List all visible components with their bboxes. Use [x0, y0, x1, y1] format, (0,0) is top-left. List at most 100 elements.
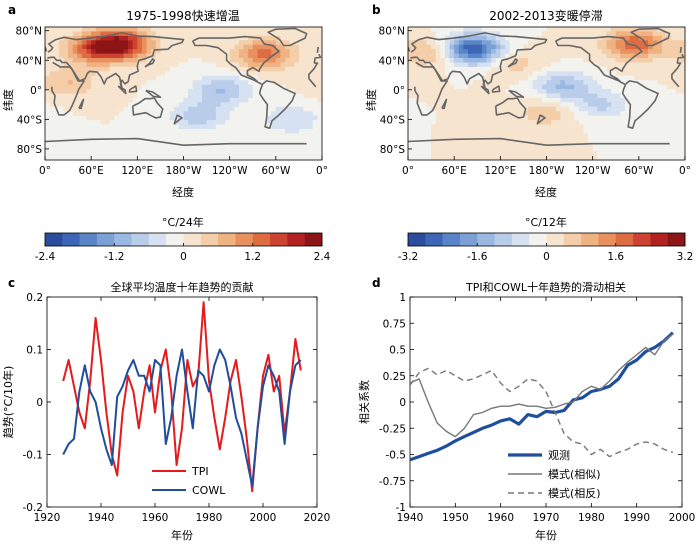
heatmap-cell: [160, 44, 166, 50]
heatmap-cell: [657, 102, 663, 108]
heatmap-cell: [220, 71, 226, 77]
heatmap-cell: [588, 137, 594, 143]
heatmap-cell: [58, 151, 65, 157]
heatmap-cell: [91, 142, 97, 148]
heatmap-cell: [421, 93, 428, 99]
chart-c-title: 全球平均温度十年趋势的贡献: [111, 280, 254, 294]
heatmap-cell: [468, 66, 474, 72]
heatmap-cell: [128, 62, 134, 68]
heatmap-cell: [243, 128, 249, 134]
heatmap-cell: [109, 84, 115, 90]
heatmap-cell: [100, 66, 106, 72]
heatmap-cell: [537, 49, 543, 55]
heatmap-cell: [280, 142, 286, 148]
heatmap-cell: [661, 120, 668, 126]
heatmap-cell: [560, 155, 566, 160]
heatmap-cell: [132, 44, 138, 50]
heatmap-cell: [248, 115, 254, 121]
heatmap-cell: [109, 115, 115, 121]
heatmap-cell: [206, 53, 212, 59]
heatmap-cell: [252, 111, 258, 117]
heatmap-cell: [500, 97, 506, 103]
heatmap-cell: [123, 102, 129, 108]
heatmap-cell: [294, 44, 300, 50]
heatmap-cell: [118, 53, 125, 59]
heatmap-cell: [266, 106, 272, 112]
heatmap-cell: [58, 44, 65, 50]
heatmap-cell: [146, 44, 152, 50]
heatmap-cell: [486, 106, 492, 112]
heatmap-cell: [68, 62, 74, 68]
heatmap-cell: [491, 97, 497, 103]
heatmap-cell: [151, 71, 157, 77]
heatmap-cell: [238, 106, 245, 112]
heatmap-cell: [77, 151, 83, 157]
heatmap-cell: [435, 128, 441, 134]
heatmap-cell: [435, 115, 441, 121]
heatmap-cell: [81, 31, 88, 37]
heatmap-cell: [81, 155, 88, 160]
heatmap-cell: [532, 31, 538, 37]
heatmap-cell: [77, 146, 83, 152]
heatmap-cell: [58, 31, 65, 37]
heatmap-cell: [509, 71, 515, 77]
heatmap-cell: [178, 146, 185, 152]
heatmap-cell: [597, 151, 603, 157]
heatmap-cell: [289, 133, 295, 139]
heatmap-cell: [201, 44, 208, 50]
heatmap-cell: [638, 31, 645, 37]
heatmap-cell: [458, 75, 464, 81]
heatmap-cell: [100, 151, 106, 157]
heatmap-cell: [435, 84, 441, 90]
heatmap-cell: [151, 35, 157, 41]
heatmap-cell: [444, 71, 451, 77]
heatmap-cell: [495, 151, 501, 157]
coastline: [51, 61, 319, 116]
heatmap-cell: [243, 40, 249, 46]
heatmap-cell: [86, 53, 92, 59]
heatmap-cell: [86, 142, 92, 148]
heatmap-cell: [574, 27, 580, 33]
heatmap-cell: [500, 66, 506, 72]
heatmap-cell: [514, 31, 520, 37]
heatmap-cell: [555, 115, 561, 121]
heatmap-cell: [661, 53, 668, 59]
heatmap-cell: [215, 97, 222, 103]
heatmap-cell: [174, 124, 180, 130]
heatmap-cell: [440, 58, 446, 64]
heatmap-cell: [317, 97, 322, 103]
heatmap-cell: [435, 102, 441, 108]
coastline: [131, 97, 164, 119]
heatmap-cell: [146, 71, 152, 77]
heatmap-cell: [518, 35, 525, 41]
heatmap-cell: [174, 93, 180, 99]
heatmap-cell: [174, 71, 180, 77]
heatmap-cell: [197, 133, 203, 139]
heatmap-cell: [146, 75, 152, 81]
heatmap-cell: [289, 40, 295, 46]
heatmap-cell: [63, 75, 69, 81]
heatmap-cell: [588, 120, 594, 126]
heatmap-cell: [128, 120, 134, 126]
heatmap-cell: [105, 155, 111, 160]
heatmap-cell: [408, 75, 414, 81]
heatmap-cell: [234, 93, 240, 99]
heatmap-cell: [312, 155, 318, 160]
heatmap-cell: [183, 115, 189, 121]
heatmap-cell: [178, 31, 185, 37]
heatmap-cell: [615, 80, 621, 86]
heatmap-cell: [68, 49, 74, 55]
heatmap-cell: [555, 146, 561, 152]
heatmap-cell: [128, 40, 134, 46]
heatmap-cell: [634, 84, 640, 90]
map-b-coastline: [408, 27, 685, 146]
heatmap-cell: [225, 49, 231, 55]
heatmap-cell: [91, 62, 97, 68]
heatmap-cell: [500, 146, 506, 152]
heatmap-cell: [481, 31, 488, 37]
heatmap-cell: [592, 89, 598, 95]
heatmap-cell: [317, 137, 322, 143]
heatmap-cell: [72, 27, 78, 33]
heatmap-cell: [523, 62, 529, 68]
heatmap-cell: [601, 133, 608, 139]
